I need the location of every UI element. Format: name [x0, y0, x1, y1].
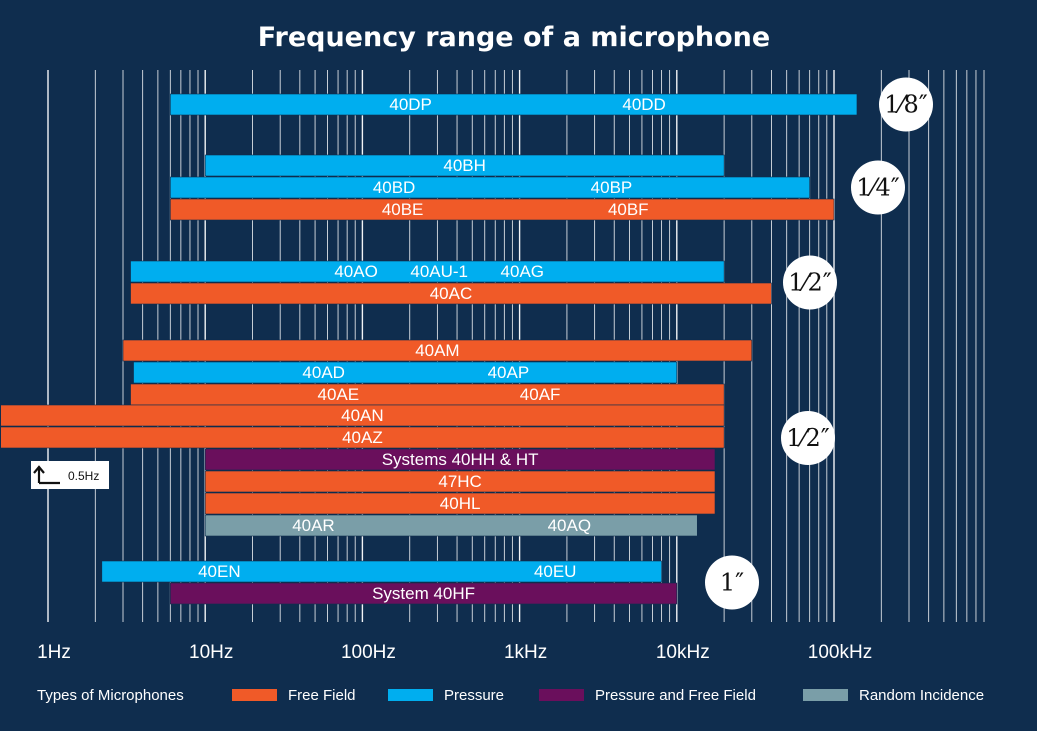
x-tick-label: 1kHz	[504, 642, 547, 663]
bar-label: 40BH	[443, 156, 486, 175]
bar-label: 47HC	[438, 472, 481, 491]
bars-group: 40DP 40DD 40BH 40BD 40BP 40BE 40BF 40AO 40AU-1 40…	[0, 93, 858, 605]
size-badge-label: 1⁄2″	[788, 269, 832, 297]
legend-swatch	[803, 689, 848, 701]
bar-label: 40AR	[292, 516, 335, 535]
bar-label: System 40HF	[372, 584, 475, 603]
bar-40be-40bf	[170, 198, 835, 221]
bar-40ac	[130, 282, 772, 305]
x-axis-ticks: 1Hz 10Hz 100Hz 1kHz 10kHz 100kHz	[37, 642, 872, 663]
bar-label: 40AO	[334, 262, 377, 281]
annotation-label: 0.5Hz	[68, 469, 99, 483]
bar-label: 40EU	[534, 562, 577, 581]
bar-label: 40EN	[198, 562, 241, 581]
bar-label: Systems 40HH & HT	[382, 450, 539, 469]
bar-label: 40HL	[440, 494, 481, 513]
bar-label: 40BD	[373, 178, 416, 197]
size-badge-label: 1⁄2″	[786, 424, 830, 452]
half-hertz-annotation: 0.5Hz	[31, 461, 109, 489]
size-badge	[879, 77, 933, 132]
size-badge	[783, 255, 837, 310]
bar-40ad-40ap	[133, 361, 678, 384]
bar-label: 40DP	[389, 95, 432, 114]
bar-40ao-40au-1-40ag	[130, 260, 725, 283]
bar-40an	[0, 404, 725, 427]
size-badge-label: 1″	[720, 569, 744, 597]
annotation-box	[31, 461, 109, 489]
bar-label: 40AZ	[342, 428, 383, 447]
size-badge-label: 1⁄4″	[856, 174, 900, 202]
bar-label: 40AQ	[548, 516, 591, 535]
x-tick-label: 10Hz	[189, 642, 233, 663]
legend: Types of Microphones Free Field Pressure Pr…	[37, 687, 984, 704]
bar-40az	[0, 426, 725, 449]
bar-label: 40AD	[302, 363, 345, 382]
x-tick-label: 1Hz	[37, 642, 71, 663]
bar-40bd-40bp	[170, 176, 810, 199]
legend-swatch	[539, 689, 584, 701]
legend-entry: Random Incidence	[859, 687, 984, 704]
bar-label: 40AN	[341, 406, 384, 425]
bar-label: 40AP	[488, 363, 530, 382]
bar-label: 40AE	[317, 385, 359, 404]
legend-entry: Pressure and Free Field	[595, 687, 756, 704]
bar-40bh	[204, 154, 725, 177]
chart-title: Frequency range of a microphone	[258, 22, 770, 53]
size-badges: 1⁄8″ 1⁄4″ 1⁄2″ 1⁄2″ 1″	[705, 77, 933, 610]
bar-label: 40AM	[415, 341, 459, 360]
legend-swatch	[388, 689, 433, 701]
bar-40hl	[204, 492, 716, 515]
bar-systems-40hh-ht	[204, 448, 716, 471]
bar-label: 40AC	[430, 284, 473, 303]
bar-label: 40AF	[520, 385, 561, 404]
size-badge	[705, 555, 759, 610]
bar-label: 40BE	[382, 200, 424, 219]
size-badge-label: 1⁄8″	[884, 91, 928, 119]
x-tick-label: 100kHz	[808, 642, 872, 663]
x-tick-label: 100Hz	[341, 642, 396, 663]
bar-label: 40AU-1	[410, 262, 468, 281]
bar-40ar-40aq	[204, 514, 698, 537]
corner-arrow-icon	[33, 465, 60, 485]
legend-entry: Free Field	[288, 687, 356, 704]
bar-label: 40AG	[501, 262, 544, 281]
bar-label: 40BF	[608, 200, 649, 219]
size-badge	[781, 411, 835, 465]
bar-label: 40BP	[591, 178, 633, 197]
legend-title: Types of Microphones	[37, 687, 184, 704]
bar-40am	[122, 339, 753, 362]
bar-system-40hf	[170, 582, 678, 605]
bar-40ae-40af	[130, 383, 725, 406]
bar-47hc	[204, 470, 716, 493]
legend-entry: Pressure	[444, 687, 504, 704]
bar-40en-40eu	[101, 560, 662, 583]
bar-40dp-40dd	[170, 93, 858, 116]
legend-swatch	[232, 689, 277, 701]
bar-label: 40DD	[622, 95, 665, 114]
x-tick-label: 10kHz	[656, 642, 710, 663]
size-badge	[851, 160, 905, 215]
